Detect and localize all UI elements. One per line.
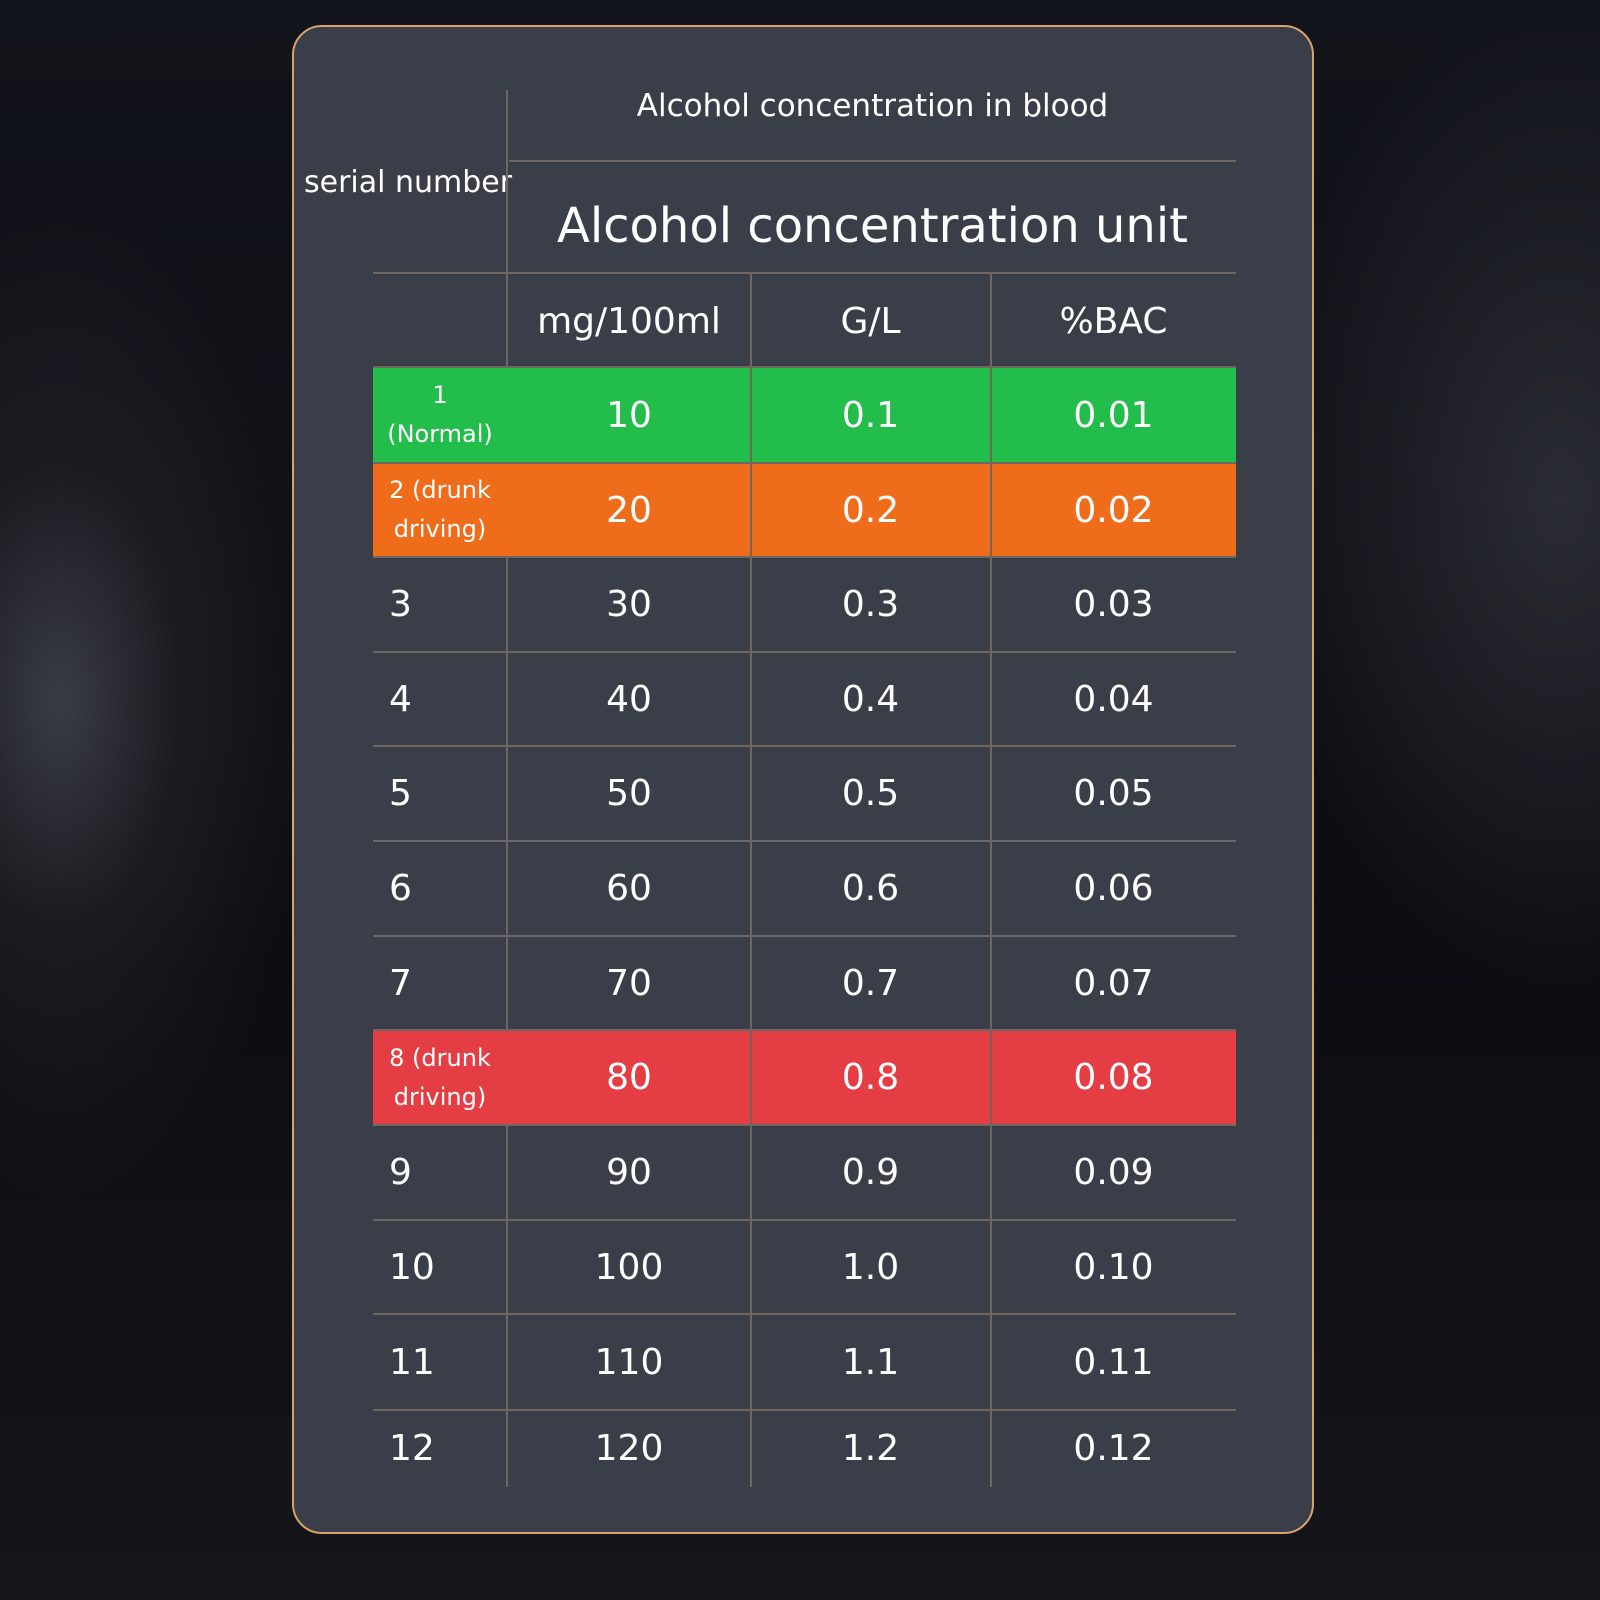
bac-cell: 0.08 — [1073, 1057, 1154, 1098]
gl-cell: 1.1 — [841, 1341, 900, 1383]
gl-cell: 0.1 — [841, 394, 900, 436]
bac-cell: 0.03 — [1073, 584, 1154, 625]
table-card — [292, 25, 1314, 1534]
bac-cell: 0.06 — [1073, 868, 1154, 909]
row-divider — [373, 1219, 1236, 1221]
serial-cell: 12 — [389, 1428, 435, 1469]
serial-cell: 8 (drunk driving) — [389, 1043, 491, 1111]
bac-cell: 0.02 — [1073, 489, 1154, 531]
column-header-mg: mg/100ml — [537, 300, 721, 342]
mg-cell: 50 — [606, 773, 652, 814]
mg-cell: 90 — [606, 1152, 652, 1193]
serial-cell: 2 (drunk driving) — [389, 476, 491, 543]
mg-cell: 80 — [606, 1057, 652, 1098]
row-highlight-warning — [373, 463, 1236, 557]
column-header-gl: G/L — [840, 300, 901, 342]
gl-cell: 0.4 — [841, 678, 900, 720]
row-divider — [373, 1124, 1236, 1126]
mg-cell: 30 — [606, 584, 652, 625]
row-divider — [373, 1313, 1236, 1315]
bac-cell: 0.10 — [1073, 1246, 1154, 1288]
column-divider — [750, 274, 752, 1487]
serial-cell: 1 (Normal) — [387, 381, 493, 448]
bac-cell: 0.09 — [1073, 1152, 1154, 1193]
row-divider — [373, 745, 1236, 747]
mg-cell: 60 — [606, 868, 652, 909]
serial-cell: 6 — [389, 868, 412, 909]
mg-cell: 70 — [606, 962, 652, 1004]
row-divider — [373, 1029, 1236, 1031]
serial-cell: 11 — [389, 1341, 435, 1383]
gl-cell: 0.2 — [841, 489, 900, 531]
mg-cell: 120 — [594, 1428, 664, 1469]
group-title: Alcohol concentration in blood — [636, 88, 1109, 124]
row-highlight-danger — [373, 1030, 1236, 1125]
mg-cell: 40 — [606, 678, 652, 720]
divider — [373, 272, 1236, 274]
gl-cell: 0.9 — [841, 1152, 900, 1193]
bac-cell: 0.04 — [1073, 678, 1154, 720]
serial-cell: 10 — [389, 1246, 435, 1288]
bac-cell: 0.11 — [1073, 1341, 1154, 1383]
gl-cell: 0.3 — [841, 584, 900, 625]
serial-cell: 3 — [389, 584, 412, 625]
row-divider — [373, 366, 1236, 368]
divider — [506, 90, 508, 1487]
column-header-bac: %BAC — [1059, 300, 1168, 342]
row-divider — [373, 935, 1236, 937]
row-divider — [373, 556, 1236, 558]
column-divider — [990, 274, 992, 1487]
gl-cell: 1.0 — [841, 1246, 900, 1288]
row-divider — [373, 462, 1236, 464]
serial-cell: 9 — [389, 1152, 412, 1193]
mg-cell: 100 — [594, 1246, 664, 1288]
gl-cell: 1.2 — [841, 1428, 900, 1469]
row-divider — [373, 651, 1236, 653]
bac-cell: 0.05 — [1073, 773, 1154, 814]
serial-number-header: serial number — [304, 165, 513, 200]
gl-cell: 0.6 — [841, 868, 900, 909]
mg-cell: 110 — [594, 1341, 664, 1383]
unit-title: Alcohol concentration unit — [556, 198, 1188, 254]
gl-cell: 0.8 — [841, 1057, 900, 1098]
divider — [509, 160, 1236, 162]
mg-cell: 10 — [606, 394, 652, 436]
bac-cell: 0.07 — [1073, 962, 1154, 1004]
gl-cell: 0.7 — [841, 962, 900, 1004]
serial-cell: 5 — [389, 773, 412, 814]
bac-cell: 0.12 — [1073, 1428, 1154, 1469]
gl-cell: 0.5 — [841, 773, 900, 814]
serial-cell: 4 — [389, 678, 412, 720]
row-divider — [373, 840, 1236, 842]
serial-cell: 7 — [389, 962, 412, 1004]
row-highlight-normal — [373, 367, 1236, 463]
mg-cell: 20 — [606, 489, 652, 531]
row-divider — [373, 1409, 1236, 1411]
bac-cell: 0.01 — [1073, 394, 1154, 436]
